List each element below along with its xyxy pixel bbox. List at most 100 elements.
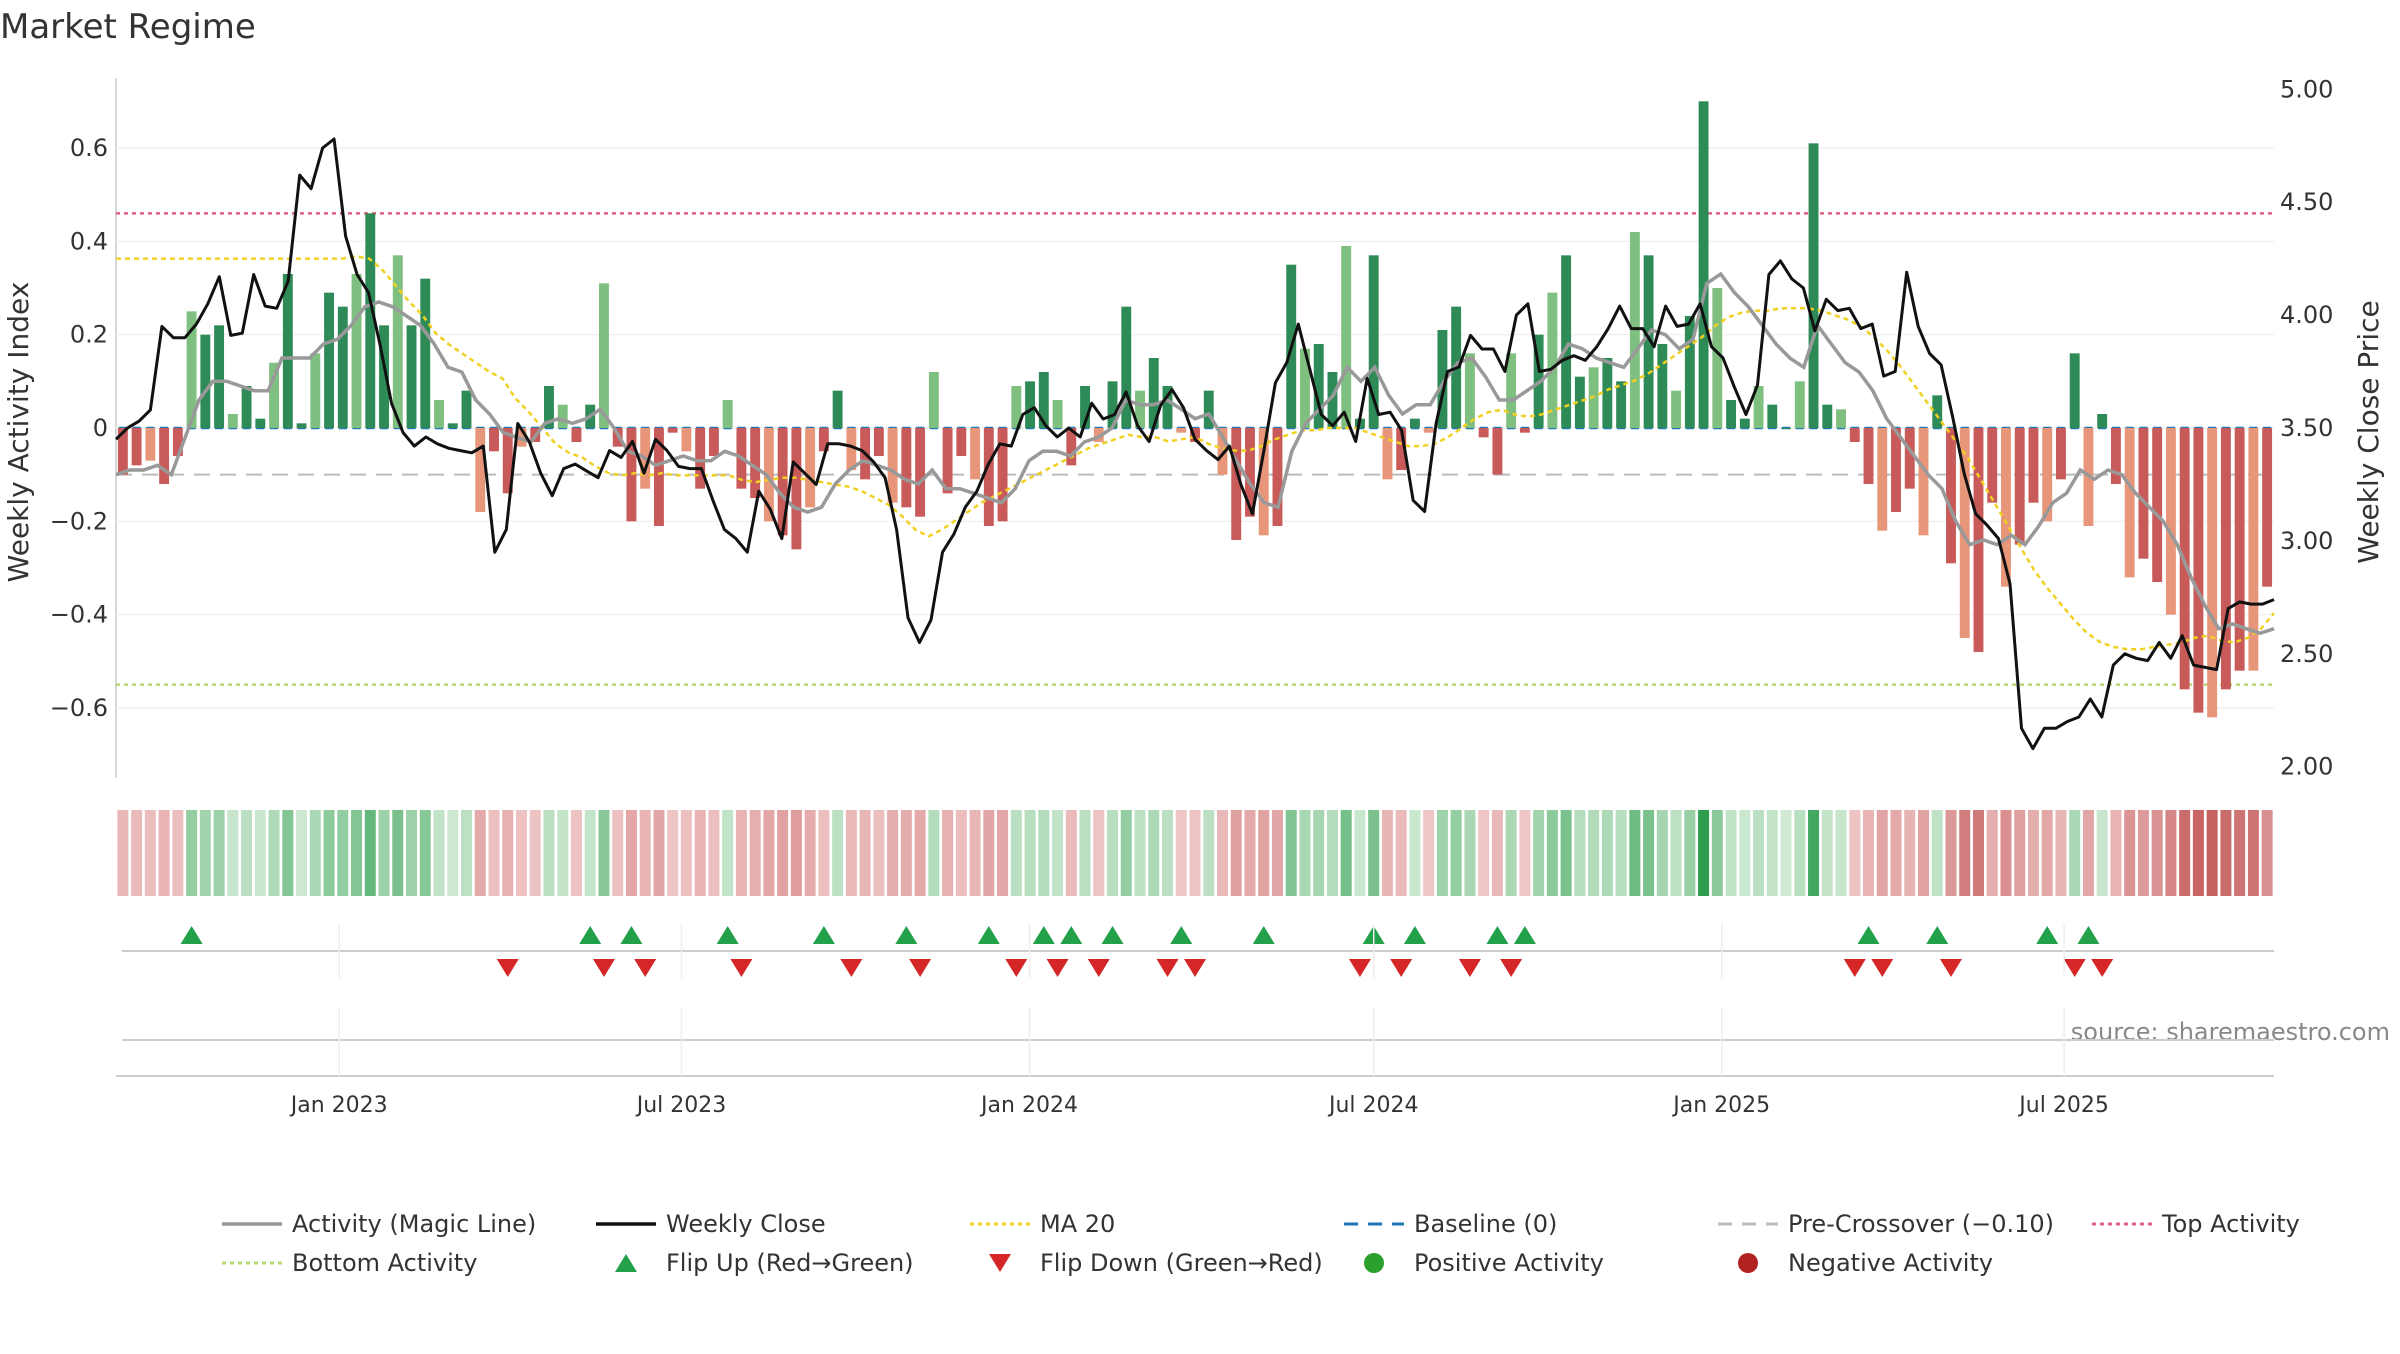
y2-tick-label: 4.00 [2280, 301, 2333, 329]
y-tick-label: 0.6 [70, 134, 108, 162]
regime-cell [859, 810, 871, 896]
regime-cell [2055, 810, 2067, 896]
y-tick-label: 0.4 [70, 227, 108, 255]
flip-down-marker [1390, 959, 1413, 977]
regime-cell [1134, 810, 1146, 896]
regime-cell [2027, 810, 2039, 896]
legend-swatch [615, 1254, 637, 1272]
regime-cell [557, 810, 569, 896]
regime-cell [653, 810, 665, 896]
regime-cell [351, 810, 363, 896]
regime-cell [1464, 810, 1476, 896]
activity-bar [1808, 143, 1819, 429]
regime-cell [1739, 810, 1751, 896]
y2-axis-label: Weekly Close Price [2352, 300, 2385, 563]
activity-bar [1932, 395, 1943, 428]
flip-down-marker [2063, 959, 2086, 977]
regime-cell [1588, 810, 1600, 896]
regime-cell [1533, 810, 1545, 896]
regime-cell [1299, 810, 1311, 896]
activity-bar [1176, 428, 1187, 433]
legend-swatch [1364, 1253, 1384, 1273]
regime-cell [625, 810, 637, 896]
activity-bar [1836, 409, 1846, 428]
regime-cell [832, 810, 844, 896]
regime-cell [1189, 810, 1201, 896]
activity-bar [667, 428, 678, 433]
activity-bar [1671, 390, 1682, 428]
regime-cell [1972, 810, 1984, 896]
legend-label: Flip Down (Green→Red) [1040, 1249, 1323, 1277]
regime-cell [2165, 810, 2177, 896]
activity-bar [447, 423, 458, 428]
activity-bar [1313, 344, 1324, 428]
activity-bar [1341, 246, 1352, 428]
regime-cell [1670, 810, 1682, 896]
activity-bar [1657, 344, 1668, 428]
flip-down-marker [1458, 959, 1481, 977]
regime-cell [1162, 810, 1174, 896]
regime-cell [1808, 810, 1820, 896]
regime-cell [1835, 810, 1847, 896]
regime-cell [1450, 810, 1462, 896]
regime-cell [1271, 810, 1283, 896]
regime-strip [117, 810, 2273, 896]
regime-cell [1904, 810, 1916, 896]
flip-down-marker [592, 959, 615, 977]
regime-cell [1326, 810, 1338, 896]
regime-cell [1258, 810, 1270, 896]
regime-cell [2069, 810, 2081, 896]
activity-bar [1409, 418, 1420, 428]
regime-cell [1601, 810, 1613, 896]
activity-bar [887, 428, 898, 503]
activity-bar [1602, 358, 1613, 428]
activity-bar [2014, 428, 2025, 545]
regime-cell [1615, 810, 1627, 896]
y2-tick-label: 4.50 [2280, 188, 2333, 216]
regime-cell [708, 810, 720, 896]
regime-cell [1711, 810, 1723, 896]
activity-bar [1794, 381, 1805, 428]
activity-bar [818, 428, 829, 452]
regime-cell [1821, 810, 1833, 896]
regime-cell [887, 810, 899, 896]
flip-down-marker [634, 959, 657, 977]
y2-tick-label: 2.50 [2280, 640, 2333, 668]
activity-bar [117, 428, 128, 475]
activity-bar [1877, 428, 1888, 531]
activity-bar [255, 418, 266, 428]
regime-cell [1381, 810, 1393, 896]
regime-cell [2192, 810, 2204, 896]
y2-tick-label: 5.00 [2280, 75, 2333, 103]
activity-bar [1107, 381, 1118, 428]
regime-cell [461, 810, 473, 896]
regime-cell [928, 810, 940, 896]
regime-cell [955, 810, 967, 896]
regime-cell [241, 810, 253, 896]
x-tick-label: Jul 2024 [1327, 1093, 1419, 1118]
flip-up-marker [1060, 926, 1083, 944]
y-tick-label: 0 [93, 414, 108, 442]
activity-bar [1038, 372, 1049, 428]
flip-up-marker [1032, 926, 1055, 944]
flip-up-marker [1857, 926, 1880, 944]
activity-bar [1684, 316, 1695, 428]
y2-tick-label: 3.50 [2280, 414, 2333, 442]
activity-bar [983, 428, 994, 526]
regime-cell [406, 810, 418, 896]
activity-bar [1258, 428, 1269, 536]
regime-cell [983, 810, 995, 896]
regime-cell [735, 810, 747, 896]
regime-cell [1120, 810, 1132, 896]
activity-bar [1849, 428, 1860, 442]
regime-cell [1849, 810, 1861, 896]
activity-bar [392, 255, 403, 428]
regime-cell [873, 810, 885, 896]
activity-bar [1492, 428, 1503, 475]
activity-bar [1052, 400, 1063, 428]
activity-bar [970, 428, 981, 480]
regime-cell [1931, 810, 1943, 896]
x-tick-label: Jan 2025 [1671, 1093, 1770, 1118]
x-axis: Jan 2023 Jul 2023 Jan 2024 Jul 2024 Jan 2025… [116, 924, 2274, 1118]
